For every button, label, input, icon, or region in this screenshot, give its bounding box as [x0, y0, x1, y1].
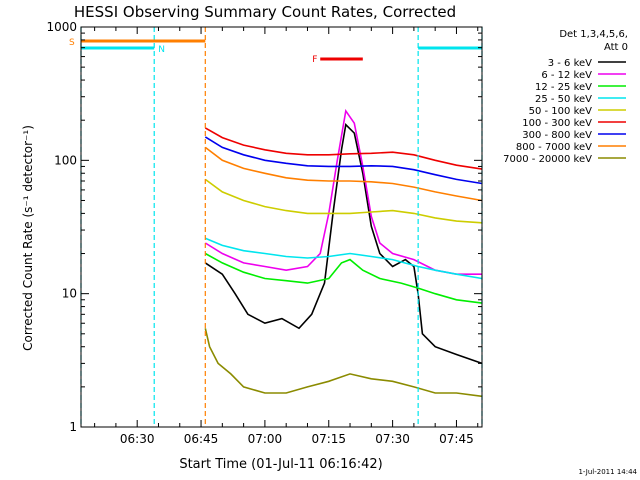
series-line-50-100-kev [204, 178, 483, 224]
flag-label-n: N [158, 45, 165, 55]
series-line-300-800-kev [204, 136, 483, 185]
series-line-25-50-kev [204, 237, 483, 280]
series-line-800-7000-kev [204, 146, 483, 202]
y-tick-label: 100 [54, 153, 77, 167]
timestamp: 1-Jul-2011 14:44 [578, 468, 637, 476]
legend-title-line-2: Att 0 [604, 42, 628, 53]
legend-label-6-12-kev: 6 - 12 keV [541, 70, 592, 81]
legend-title-line-1: Det 1,3,4,5,6, [559, 29, 628, 40]
y-tick-label: 1000 [46, 20, 77, 34]
x-tick-label: 06:30 [120, 432, 155, 446]
x-tick-label: 07:45 [439, 432, 474, 446]
x-tick-label: 07:15 [311, 432, 346, 446]
legend-label-300-800-kev: 300 - 800 keV [522, 130, 592, 141]
x-tick-label: 06:45 [184, 432, 219, 446]
legend-label-12-25-kev: 12 - 25 keV [535, 82, 592, 93]
x-tick-label: 07:30 [375, 432, 410, 446]
series-line-6-12-kev [204, 108, 482, 276]
x-axis-label: Start Time (01-Jul-11 06:16:42) [179, 457, 382, 472]
axes: 06:30 06:45 07:00 07:15 07:30 07:45 1 10 100 1000 [46, 20, 483, 446]
legend-label-50-100-kev: 50 - 100 keV [529, 106, 593, 117]
series-line-12-25-kev [204, 252, 483, 304]
x-tick-label: 07:00 [248, 432, 283, 446]
y-axis-label: Corrected Count Rate (s⁻¹ detector⁻¹) [21, 125, 35, 351]
legend-label-100-300-kev: 100 - 300 keV [522, 118, 592, 129]
legend-label-7000-20000-kev: 7000 - 20000 keV [503, 154, 592, 165]
chart-title: HESSI Observing Summary Count Rates, Cor… [74, 3, 456, 21]
plot-frame [80, 26, 483, 428]
flag-label-f: F [312, 55, 317, 65]
legend-label-800-7000-kev: 800 - 7000 keV [516, 142, 592, 153]
y-tick-label: 10 [62, 287, 77, 301]
series-line-3-6-kev [204, 123, 483, 365]
legend-label-3-6-kev: 3 - 6 keV [548, 58, 592, 69]
legend-label-25-50-kev: 25 - 50 keV [535, 94, 592, 105]
y-tick-label: 1 [69, 420, 77, 434]
plot-marks: S N F [69, 27, 483, 427]
flag-label-s: S [69, 38, 75, 48]
series-line-100-300-kev [204, 127, 483, 170]
series-line-7000-20000-kev [204, 328, 483, 398]
